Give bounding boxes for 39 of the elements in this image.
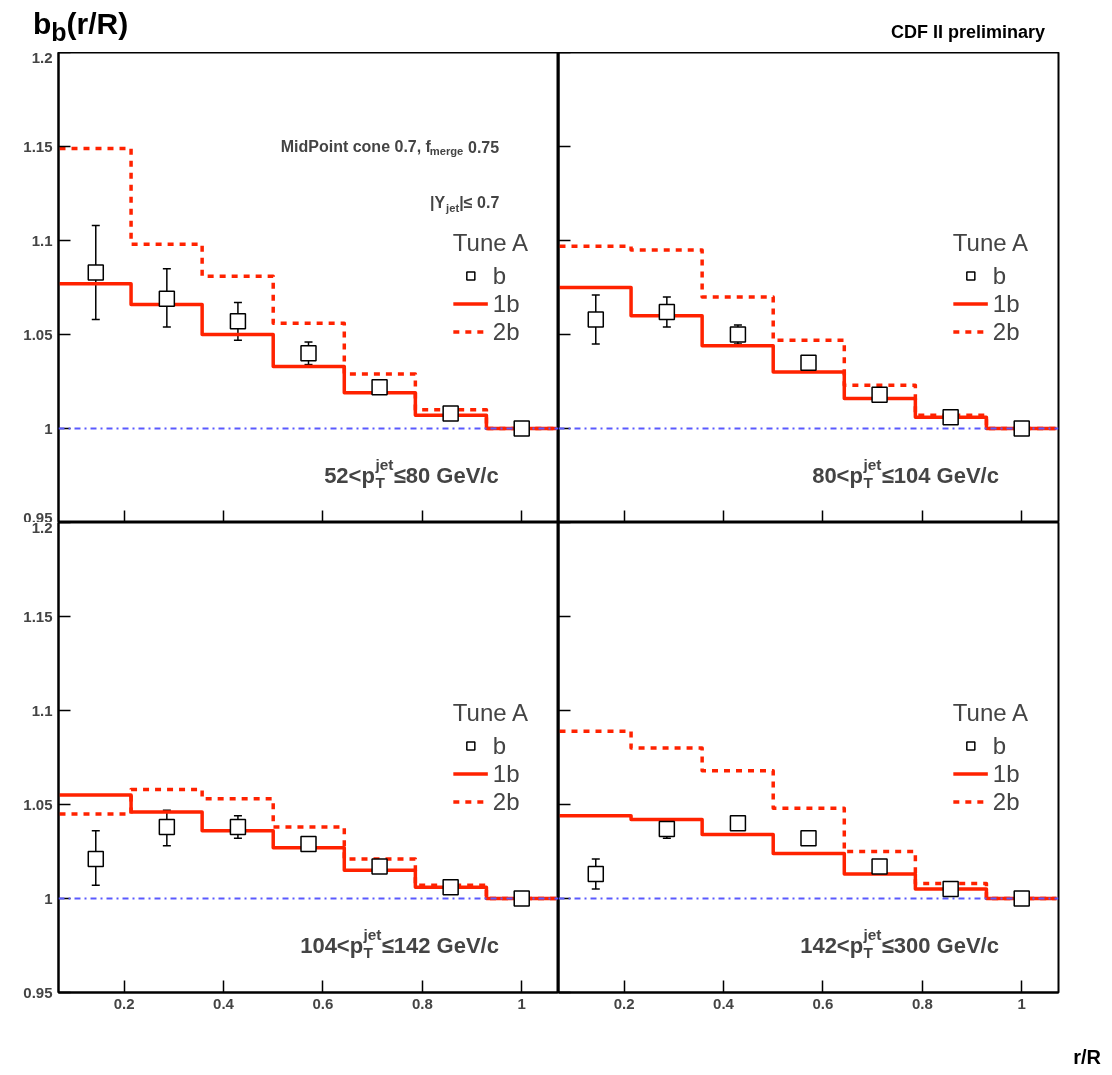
legend-title: Tune A	[452, 228, 528, 257]
chart-title: CDF II preliminary	[890, 22, 1045, 42]
legend-label: 2b	[992, 317, 1020, 346]
legend-label: 1b	[492, 759, 520, 788]
legend-label: 2b	[992, 787, 1020, 816]
y-tick-label: 1	[44, 889, 53, 907]
x-axis-title: r/R	[1073, 1046, 1101, 1068]
legend-label: 1b	[992, 289, 1020, 318]
x-tick-label: 0.4	[213, 994, 235, 1012]
x-tick-label: 0.8	[911, 994, 933, 1012]
legend-label: 1b	[492, 289, 520, 318]
legend-label: b	[992, 261, 1008, 290]
legend-title: Tune A	[952, 228, 1028, 257]
x-tick-label: 0.6	[312, 994, 334, 1012]
legend-label: 1b	[992, 759, 1020, 788]
y-tick-label: 0.95	[23, 983, 53, 1001]
y-tick-label: 1.15	[23, 137, 53, 155]
legend-title: Tune A	[952, 698, 1028, 727]
x-tick-label: 0.2	[113, 994, 135, 1012]
x-tick-label: 1	[517, 994, 526, 1012]
x-tick-label: 1	[1017, 994, 1026, 1012]
y-tick-label: 1.05	[23, 325, 53, 343]
x-tick-label: 0.6	[812, 994, 834, 1012]
legend-label: 2b	[492, 787, 520, 816]
legend-label: 2b	[492, 317, 520, 346]
y-tick-label: 1.15	[23, 607, 53, 625]
y-tick-label: 1.2	[31, 48, 53, 66]
legend-title: Tune A	[452, 698, 528, 727]
legend-label: b	[992, 731, 1008, 760]
x-tick-label: 0.4	[713, 994, 735, 1012]
x-tick-label: 0.2	[613, 994, 635, 1012]
y-tick-label: 1.05	[23, 795, 53, 813]
y-tick-label: 1.1	[31, 231, 53, 249]
y-axis-title: b$_{b}$(r/R)	[33, 7, 129, 46]
y-tick-label: 1	[44, 419, 53, 437]
legend-label: b	[492, 261, 508, 290]
x-tick-label: 0.8	[411, 994, 433, 1012]
y-tick-label: 1.1	[31, 701, 53, 719]
legend-label: b	[492, 731, 508, 760]
